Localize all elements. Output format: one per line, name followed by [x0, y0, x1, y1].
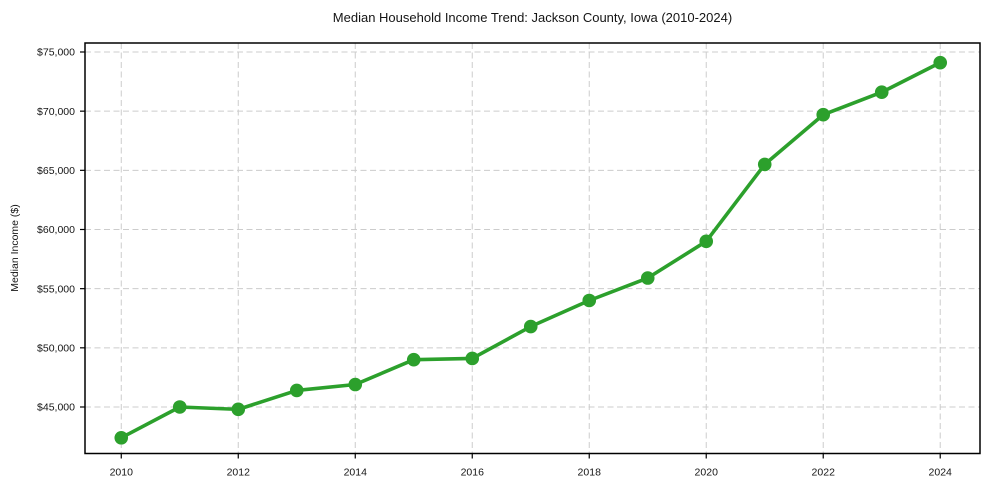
data-point-marker — [465, 351, 480, 366]
data-point-marker — [523, 319, 538, 334]
x-tick-label: 2016 — [461, 467, 485, 479]
x-tick-label: 2018 — [578, 467, 602, 479]
data-point-marker — [816, 107, 831, 122]
x-tick-label: 2010 — [110, 467, 134, 479]
data-point-marker — [348, 377, 363, 392]
data-point-marker — [699, 234, 714, 249]
x-tick-label: 2022 — [812, 467, 836, 479]
data-point-marker — [114, 430, 129, 445]
x-tick-label: 2014 — [344, 467, 368, 479]
y-tick-label: $70,000 — [37, 106, 75, 118]
y-tick-label: $75,000 — [37, 47, 75, 59]
data-point-marker — [757, 157, 772, 172]
y-tick-label: $55,000 — [37, 283, 75, 295]
data-point-marker — [874, 85, 889, 100]
data-point-marker — [289, 383, 304, 398]
x-tick-label: 2024 — [929, 467, 953, 479]
y-tick-label: $45,000 — [37, 402, 75, 414]
data-point-marker — [640, 271, 655, 285]
y-tick-label: $50,000 — [37, 343, 75, 355]
y-tick-label: $65,000 — [37, 165, 75, 177]
x-tick-label: 2012 — [227, 467, 251, 479]
data-point-marker — [582, 293, 597, 308]
data-point-marker — [231, 402, 246, 417]
plot-border — [84, 42, 981, 455]
y-tick-label: $60,000 — [37, 224, 75, 236]
data-point-marker — [172, 400, 187, 414]
data-point-marker — [406, 352, 421, 367]
x-tick-label: 2020 — [695, 467, 719, 479]
chart-title: Median Household Income Trend: Jackson C… — [332, 10, 733, 25]
data-point-marker — [933, 55, 948, 70]
